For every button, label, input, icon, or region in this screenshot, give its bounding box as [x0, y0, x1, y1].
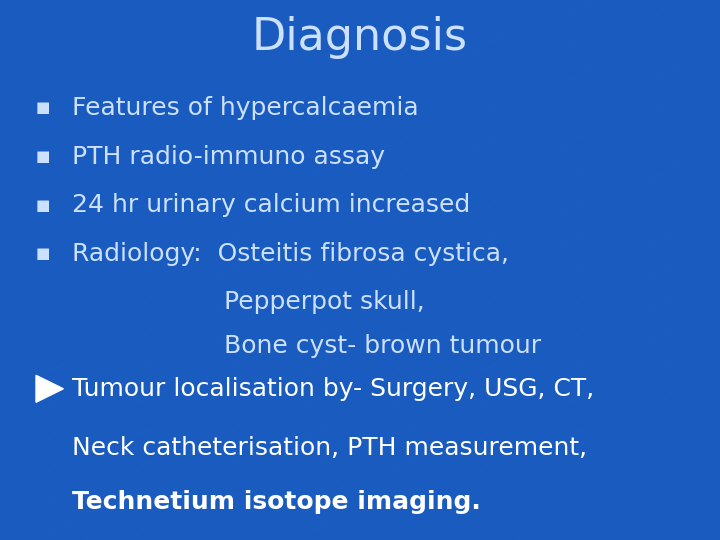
- Text: ■: ■: [36, 246, 50, 261]
- Text: Features of hypercalcaemia: Features of hypercalcaemia: [72, 96, 418, 120]
- Text: ■: ■: [36, 149, 50, 164]
- Text: ■: ■: [36, 100, 50, 116]
- Text: Diagnosis: Diagnosis: [252, 16, 468, 59]
- Text: Pepperpot skull,: Pepperpot skull,: [72, 291, 425, 314]
- Text: Technetium isotope imaging.: Technetium isotope imaging.: [72, 490, 481, 514]
- Polygon shape: [36, 375, 63, 402]
- Text: Neck catheterisation, PTH measurement,: Neck catheterisation, PTH measurement,: [72, 436, 587, 460]
- Text: ■: ■: [36, 198, 50, 213]
- Text: 24 hr urinary calcium increased: 24 hr urinary calcium increased: [72, 193, 470, 217]
- Text: Radiology:  Osteitis fibrosa cystica,: Radiology: Osteitis fibrosa cystica,: [72, 242, 509, 266]
- Text: Tumour localisation by- Surgery, USG, CT,: Tumour localisation by- Surgery, USG, CT…: [72, 377, 594, 401]
- Text: PTH radio-immuno assay: PTH radio-immuno assay: [72, 145, 385, 168]
- Text: Bone cyst- brown tumour: Bone cyst- brown tumour: [72, 334, 541, 357]
